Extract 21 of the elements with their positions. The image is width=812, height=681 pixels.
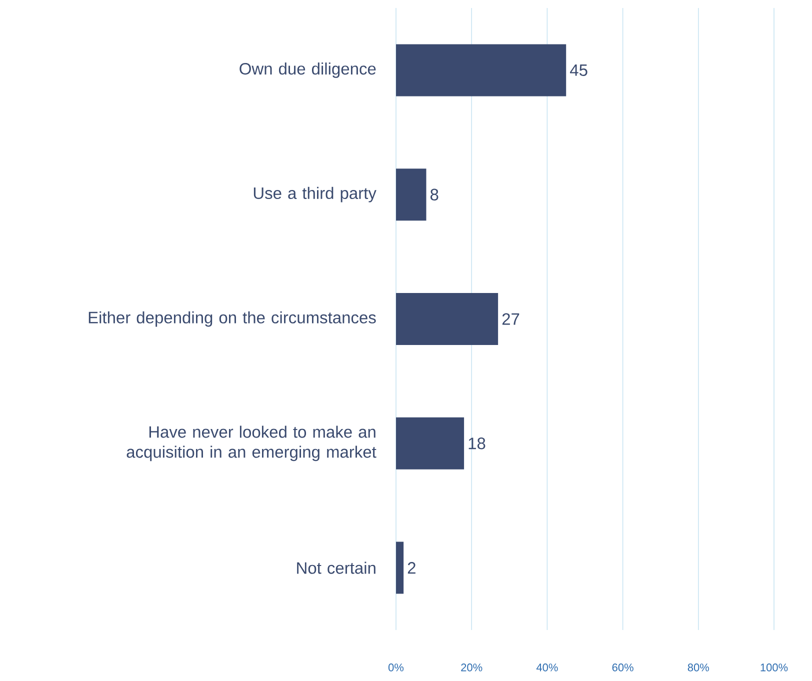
data-label: 2 — [408, 562, 416, 574]
data-label: 8 — [430, 188, 438, 200]
y-tick-label: Either depending on the circumstances — [88, 311, 376, 327]
bar — [396, 293, 498, 346]
x-tick-label: 0% — [388, 664, 404, 672]
bar — [396, 542, 404, 594]
y-tick-label: Own due diligence — [240, 62, 376, 78]
data-label: 18 — [468, 438, 486, 450]
data-label: 45 — [570, 64, 588, 76]
data-label: 27 — [502, 313, 520, 325]
bar — [396, 44, 566, 96]
y-tick-label: Have never looked to make an acquisition in an emerging market — [126, 426, 376, 462]
x-tick-label: 100% — [760, 664, 788, 672]
y-tick-label: Not certain — [297, 562, 376, 574]
x-tick-label: 40% — [536, 664, 558, 672]
bar — [396, 168, 426, 221]
x-tick-label: 80% — [688, 664, 710, 672]
x-tick-label: 60% — [612, 664, 634, 672]
bar — [396, 417, 464, 470]
x-tick-label: 20% — [461, 664, 482, 672]
y-tick-label: Use a third party — [254, 186, 376, 202]
